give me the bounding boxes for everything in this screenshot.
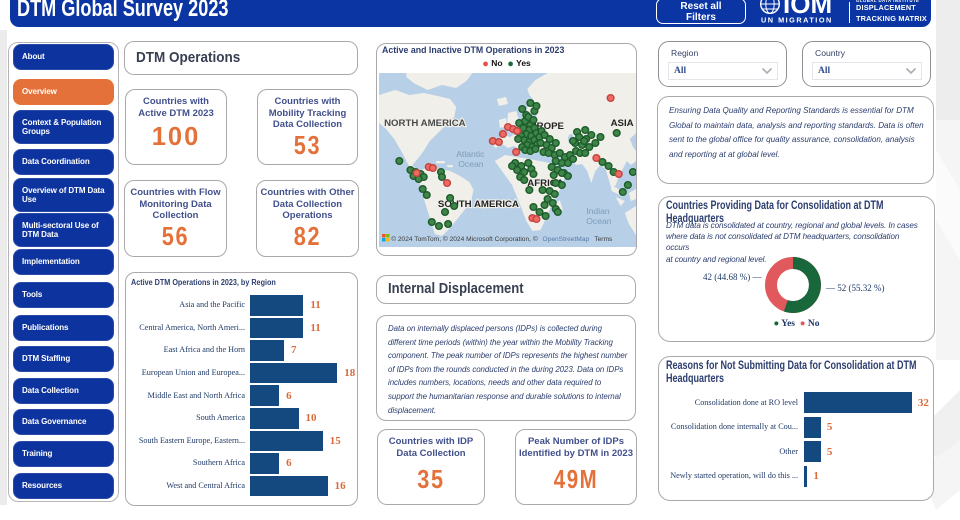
svg-text:© 2024 TomTom, © 2024 Microsof: © 2024 TomTom, © 2024 Microsoft Corporat… [391, 235, 538, 243]
svg-text:ASIA: ASIA [611, 118, 634, 129]
svg-text:Atlantic: Atlantic [456, 149, 485, 159]
svg-text:IOM: IOM [783, 0, 832, 19]
svg-text:OpenStreetMap: OpenStreetMap [543, 236, 590, 243]
svg-text:Ocean: Ocean [586, 216, 612, 226]
svg-text:NORTH AMERICA: NORTH AMERICA [384, 118, 466, 129]
svg-text:UN MIGRATION: UN MIGRATION [761, 16, 833, 25]
svg-text:Ocean: Ocean [458, 159, 484, 169]
svg-text:Terms: Terms [594, 236, 613, 243]
svg-text:Indian: Indian [586, 206, 610, 216]
